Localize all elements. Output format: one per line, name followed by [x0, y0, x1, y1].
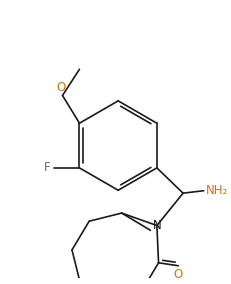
Text: O: O	[174, 268, 183, 281]
Text: NH₂: NH₂	[206, 184, 228, 197]
Text: N: N	[152, 219, 161, 232]
Text: O: O	[56, 81, 66, 94]
Text: F: F	[44, 161, 50, 174]
